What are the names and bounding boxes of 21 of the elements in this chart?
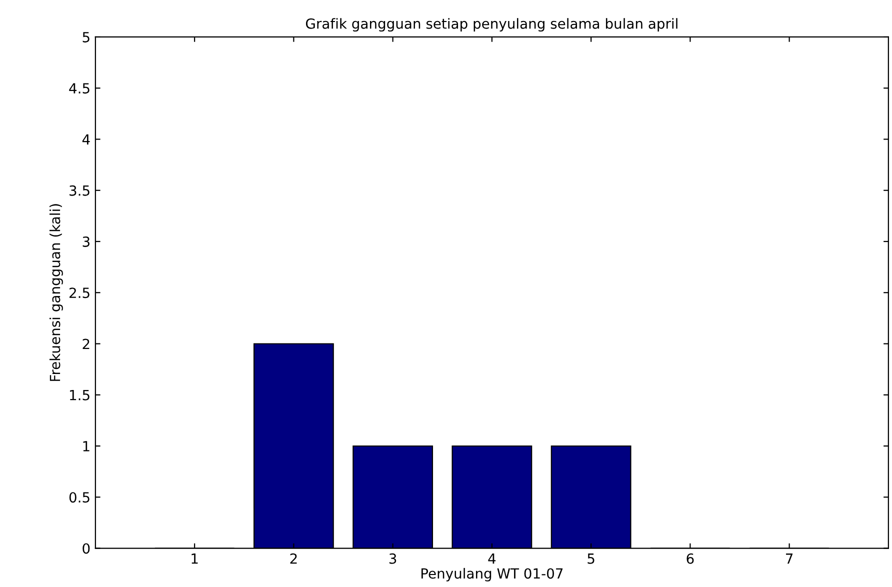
y-tick-label: 4 xyxy=(82,134,90,145)
y-tick-label: 0 xyxy=(82,543,90,554)
y-tick-label: 1.5 xyxy=(70,390,90,400)
x-axis-title: Penyulang WT 01-07 xyxy=(421,568,563,582)
y-axis-title: Frekuensi gangguan (kali) xyxy=(50,204,63,381)
y-tick-label: 3.5 xyxy=(70,185,90,196)
x-tick-label: 6 xyxy=(686,553,694,564)
x-tick-label: 2 xyxy=(290,553,297,564)
x-tick-label: 3 xyxy=(389,553,396,564)
x-tick-label: 4 xyxy=(488,554,496,564)
x-tick-label: 1 xyxy=(192,554,198,564)
y-tick-label: 1 xyxy=(83,441,90,452)
chart-title: Grafik gangguan setiap penyulang selama bulan april xyxy=(306,18,678,32)
y-tick-label: 3 xyxy=(82,236,90,247)
y-tick-label: 5 xyxy=(82,32,90,42)
y-tick-label: 2 xyxy=(82,338,90,350)
y-tick-label: 0.5 xyxy=(69,492,90,503)
y-tick-label: 2.5 xyxy=(70,288,90,298)
x-tick-label: 5 xyxy=(588,554,594,564)
x-tick-label: 7 xyxy=(786,554,793,564)
y-tick-label: 4.5 xyxy=(69,83,90,94)
